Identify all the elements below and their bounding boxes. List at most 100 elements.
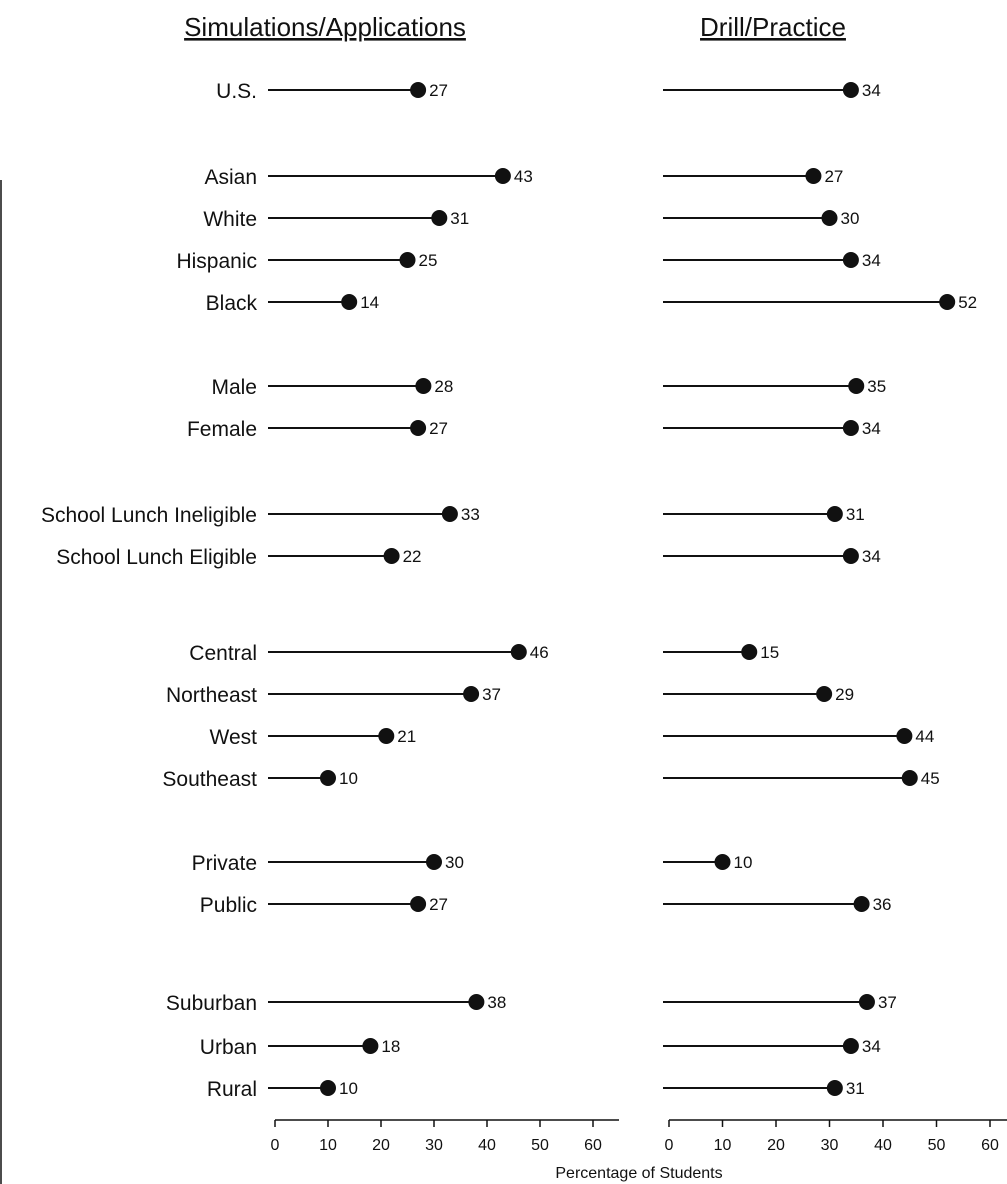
value-label: 10 <box>734 853 753 872</box>
data-point <box>848 378 865 394</box>
value-label: 10 <box>339 769 358 788</box>
value-label: 25 <box>419 251 438 270</box>
data-point <box>510 644 527 660</box>
data-point <box>714 854 731 870</box>
panel-title: Simulations/Applications <box>184 12 466 42</box>
panels-group: Simulations/Applications U.S. 27 Asian 43 Whi… <box>41 12 1007 1154</box>
value-label: 27 <box>824 167 843 186</box>
value-label: 43 <box>514 167 533 186</box>
data-point <box>826 506 843 522</box>
value-label: 34 <box>862 251 881 270</box>
value-label: 27 <box>429 895 448 914</box>
data-point <box>741 644 758 660</box>
x-tick-label: 0 <box>271 1137 280 1154</box>
data-point <box>441 506 458 522</box>
value-label: 14 <box>360 293 379 312</box>
data-point <box>399 252 416 268</box>
x-tick-label: 40 <box>874 1137 892 1154</box>
value-label: 44 <box>915 727 934 746</box>
data-point <box>826 1080 843 1096</box>
data-point <box>341 294 358 310</box>
value-label: 34 <box>862 81 881 100</box>
data-point <box>842 548 859 564</box>
data-point <box>463 686 480 702</box>
x-tick-label: 30 <box>821 1137 839 1154</box>
category-label: West <box>210 726 258 749</box>
data-point <box>853 896 870 912</box>
category-label: Northeast <box>166 684 257 707</box>
value-label: 30 <box>841 209 860 228</box>
x-tick-label: 20 <box>372 1137 390 1154</box>
data-point <box>494 168 511 184</box>
data-point <box>896 728 913 744</box>
value-label: 31 <box>450 209 469 228</box>
x-tick-label: 10 <box>714 1137 732 1154</box>
category-label: White <box>203 208 257 231</box>
data-point <box>410 896 427 912</box>
category-label: Male <box>211 376 257 399</box>
value-label: 18 <box>381 1037 400 1056</box>
panel-title: Drill/Practice <box>700 12 846 42</box>
x-tick-label: 30 <box>425 1137 443 1154</box>
value-label: 52 <box>958 293 977 312</box>
x-tick-label: 0 <box>665 1137 674 1154</box>
value-label: 29 <box>835 685 854 704</box>
data-point <box>816 686 833 702</box>
value-label: 30 <box>445 853 464 872</box>
category-label: Urban <box>200 1036 257 1059</box>
value-label: 34 <box>862 547 881 566</box>
value-label: 37 <box>482 685 501 704</box>
data-point <box>431 210 448 226</box>
data-point <box>383 548 400 564</box>
x-tick-label: 50 <box>928 1137 946 1154</box>
data-point <box>821 210 838 226</box>
value-label: 38 <box>487 993 506 1012</box>
category-label: Central <box>189 642 257 665</box>
data-point <box>468 994 485 1010</box>
data-point <box>320 1080 336 1096</box>
x-tick-label: 20 <box>767 1137 785 1154</box>
category-label: Public <box>200 894 257 917</box>
value-label: 34 <box>862 419 881 438</box>
value-label: 27 <box>429 81 448 100</box>
data-point <box>426 854 442 870</box>
x-tick-label: 60 <box>584 1137 602 1154</box>
category-label: Asian <box>204 166 257 189</box>
x-axis-title: Percentage of Students <box>555 1165 722 1182</box>
category-label: Female <box>187 418 257 441</box>
data-point <box>842 420 859 436</box>
data-point <box>362 1038 379 1054</box>
data-point <box>805 168 822 184</box>
value-label: 37 <box>878 993 897 1012</box>
data-point <box>320 770 336 786</box>
value-label: 34 <box>862 1037 881 1056</box>
category-label: School Lunch Eligible <box>56 546 257 569</box>
data-point <box>858 994 875 1010</box>
value-label: 46 <box>530 643 549 662</box>
data-point <box>842 1038 859 1054</box>
data-point <box>901 770 918 786</box>
category-label: U.S. <box>216 80 257 103</box>
value-label: 10 <box>339 1079 358 1098</box>
x-tick-label: 10 <box>319 1137 337 1154</box>
value-label: 45 <box>921 769 940 788</box>
data-point <box>842 82 859 98</box>
category-label: Rural <box>207 1078 257 1101</box>
x-tick-label: 40 <box>478 1137 496 1154</box>
data-point <box>410 82 427 98</box>
value-label: 31 <box>846 1079 865 1098</box>
value-label: 31 <box>846 505 865 524</box>
category-label: Suburban <box>166 992 257 1015</box>
x-tick-label: 60 <box>981 1137 999 1154</box>
category-label: Private <box>192 852 257 875</box>
category-label: School Lunch Ineligible <box>41 504 257 527</box>
data-point <box>378 728 395 744</box>
value-label: 15 <box>760 643 779 662</box>
value-label: 28 <box>434 377 453 396</box>
x-tick-label: 50 <box>531 1137 549 1154</box>
data-point <box>410 420 427 436</box>
data-point <box>939 294 956 310</box>
value-label: 36 <box>873 895 892 914</box>
data-point <box>415 378 432 394</box>
